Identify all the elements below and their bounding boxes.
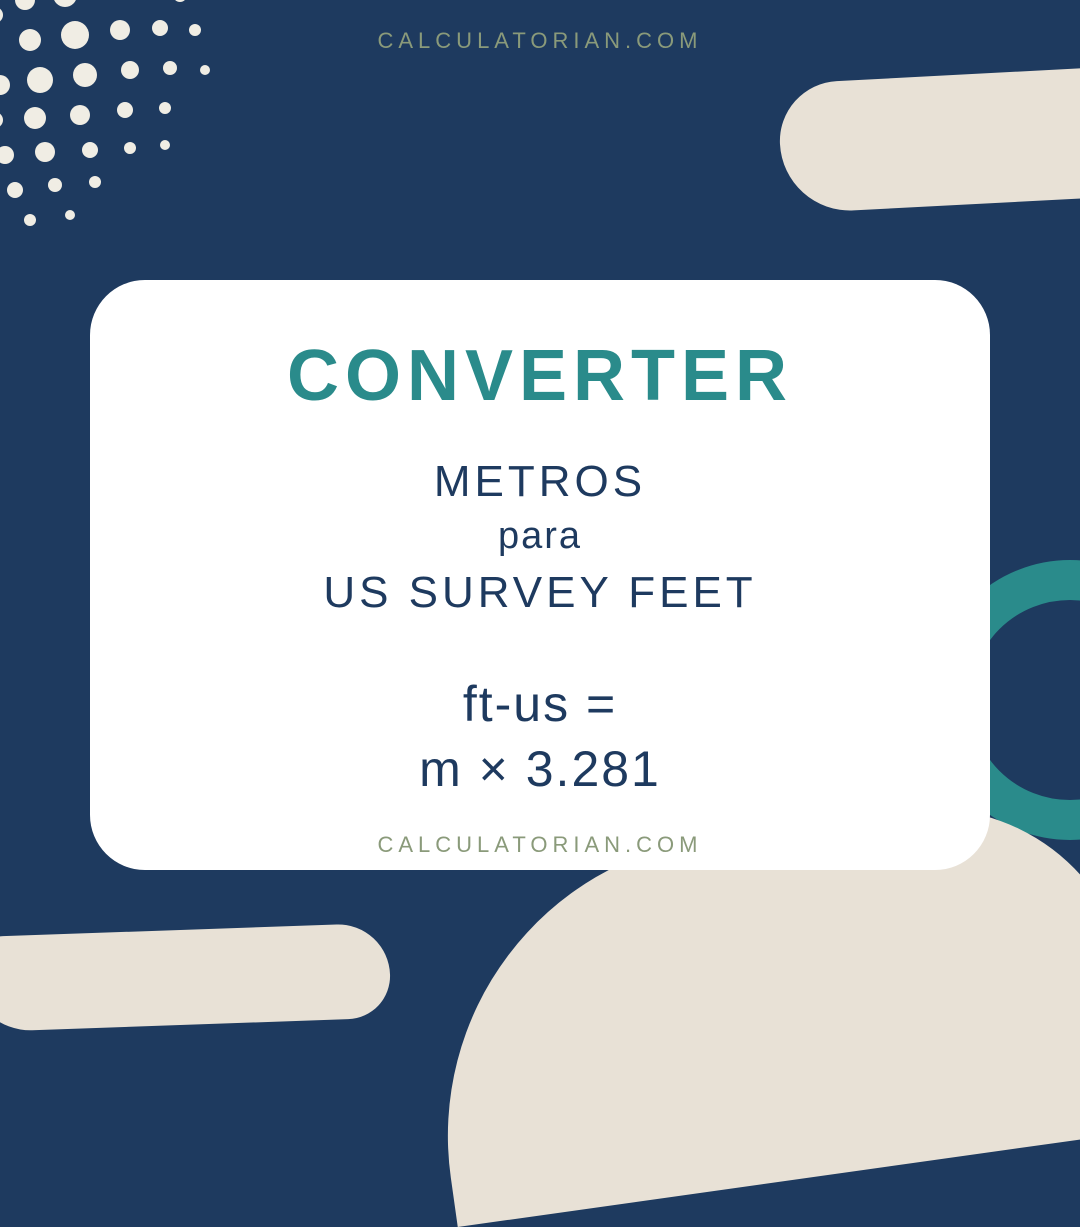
formula-line-2: m × 3.281 <box>140 737 940 802</box>
from-unit-label: METROS <box>140 452 940 511</box>
conversion-description: METROS para US SURVEY FEET <box>140 452 940 622</box>
decorative-dots <box>0 0 260 260</box>
converter-card: CONVERTER METROS para US SURVEY FEET ft-… <box>90 280 990 870</box>
conversion-formula: ft-us = m × 3.281 <box>140 672 940 802</box>
decorative-brush-bottom-left <box>0 923 392 1033</box>
decorative-brush-top-right <box>777 66 1080 214</box>
brand-label-bottom: CALCULATORIAN.COM <box>140 832 940 858</box>
to-unit-label: US SURVEY FEET <box>140 563 940 622</box>
connector-label: para <box>140 511 940 562</box>
formula-line-1: ft-us = <box>140 672 940 737</box>
brand-label-top: CALCULATORIAN.COM <box>377 28 702 54</box>
card-title: CONVERTER <box>140 335 940 417</box>
